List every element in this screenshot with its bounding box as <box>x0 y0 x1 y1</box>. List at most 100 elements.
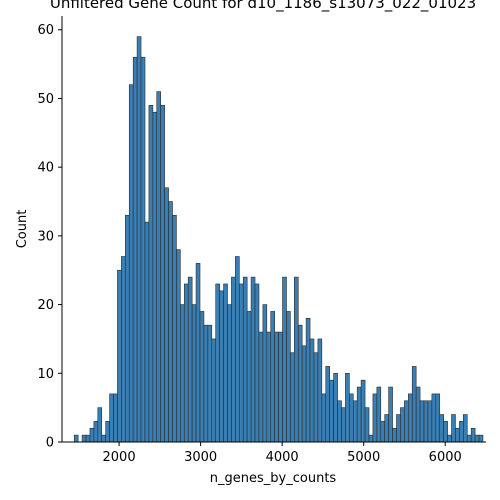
histogram-bar <box>250 276 256 443</box>
histogram-bar <box>384 414 389 443</box>
histogram-bar <box>160 105 165 443</box>
histogram-bar <box>376 386 382 443</box>
y-tick-label: 10 <box>37 367 54 382</box>
histogram-bar <box>274 331 279 443</box>
histogram-bar <box>407 393 413 443</box>
histogram-bar <box>183 283 189 443</box>
histogram-bar <box>313 352 319 443</box>
histogram-bar <box>341 407 346 443</box>
y-ticks-group: 0 10 20 30 40 50 60 <box>37 23 62 451</box>
histogram-bar <box>368 434 374 443</box>
histogram-bar <box>73 434 79 443</box>
histogram-bar <box>203 324 209 443</box>
histogram-bar <box>211 338 217 443</box>
histogram-bar <box>105 421 110 443</box>
histogram-bar <box>93 421 99 443</box>
histogram-bar <box>215 283 220 443</box>
histogram-bar <box>400 407 405 443</box>
chart-title: Unfiltered Gene Count for d10_1186_s1307… <box>50 0 476 13</box>
histogram-bar <box>121 256 126 443</box>
histogram-bar <box>262 304 268 443</box>
histogram-bar <box>128 84 134 443</box>
histogram-bar <box>231 276 236 443</box>
histogram-bar <box>443 421 448 443</box>
histogram-bar <box>85 434 91 443</box>
histogram-bar <box>478 434 484 443</box>
histogram-bar <box>223 283 228 443</box>
histogram-bar <box>337 400 342 443</box>
histogram-bar <box>191 304 197 443</box>
x-axis-label: n_genes_by_counts <box>210 471 337 486</box>
histogram-bar <box>396 414 401 443</box>
histogram-bar <box>286 311 291 443</box>
histogram-bar <box>113 393 118 443</box>
histogram-bar <box>419 400 425 443</box>
y-tick-label: 40 <box>37 161 54 176</box>
histogram-bar <box>156 91 161 443</box>
histogram-bar <box>305 318 311 443</box>
histogram-bar <box>168 201 173 443</box>
histogram-bar <box>278 331 283 443</box>
histogram-bar <box>148 105 154 443</box>
x-tick-label: 6000 <box>429 450 462 465</box>
histogram-bar <box>463 414 468 443</box>
histogram-bar <box>392 427 397 443</box>
histogram-bar <box>246 311 252 443</box>
histogram-bar <box>372 393 378 443</box>
histogram-bar <box>404 400 409 443</box>
histogram-bar <box>415 386 421 443</box>
histogram-bar <box>144 221 150 443</box>
histogram-bar <box>176 249 181 443</box>
histogram-bar <box>388 386 393 443</box>
histogram-bar <box>411 366 417 443</box>
histogram-bar <box>117 269 122 443</box>
histogram-bar <box>282 276 287 443</box>
x-tick-label: 4000 <box>266 450 299 465</box>
histogram-bar <box>101 434 106 443</box>
histogram-bar <box>447 434 452 443</box>
histogram-bar <box>270 311 275 443</box>
histogram-bar <box>227 304 232 443</box>
histogram-bar <box>321 393 327 443</box>
bars-group <box>73 36 484 443</box>
y-tick-label: 30 <box>37 229 54 244</box>
histogram-bar <box>380 421 386 443</box>
histogram-bar <box>451 414 456 443</box>
histogram-bar <box>132 56 138 443</box>
x-tick-label: 5000 <box>347 450 380 465</box>
histogram-bar <box>459 421 464 443</box>
y-tick-label: 20 <box>37 298 54 313</box>
histogram-bar <box>89 427 95 443</box>
histogram-bar <box>235 256 240 443</box>
histogram-bar <box>329 379 334 443</box>
histogram-bar <box>294 276 299 443</box>
histogram-bar <box>435 393 441 443</box>
histogram-bar <box>317 338 323 443</box>
histogram-bar <box>423 400 429 443</box>
histogram-bar <box>219 290 224 443</box>
histogram-bar <box>207 324 213 443</box>
histogram-bar <box>427 400 433 443</box>
histogram-bar <box>352 400 358 443</box>
histogram-bar <box>470 427 476 443</box>
histogram-bar <box>125 214 130 443</box>
histogram-bar <box>360 379 366 443</box>
histogram-bar <box>254 283 260 443</box>
histogram-bar <box>309 338 315 443</box>
histogram-bar <box>180 304 185 443</box>
histogram-bar <box>242 276 248 443</box>
histogram-bar <box>474 434 480 443</box>
histogram-bar <box>431 393 437 443</box>
histogram-bar <box>455 427 460 443</box>
histogram-bar <box>81 434 87 443</box>
x-tick-label: 2000 <box>103 450 136 465</box>
histogram-bar <box>164 187 169 443</box>
histogram-bar <box>195 263 201 443</box>
histogram-bar <box>97 407 103 443</box>
histogram-bar <box>187 276 193 443</box>
y-tick-label: 0 <box>46 436 54 451</box>
histogram-bar <box>136 36 142 443</box>
histogram-bar <box>349 393 354 443</box>
y-axis-label: Count <box>15 210 30 249</box>
